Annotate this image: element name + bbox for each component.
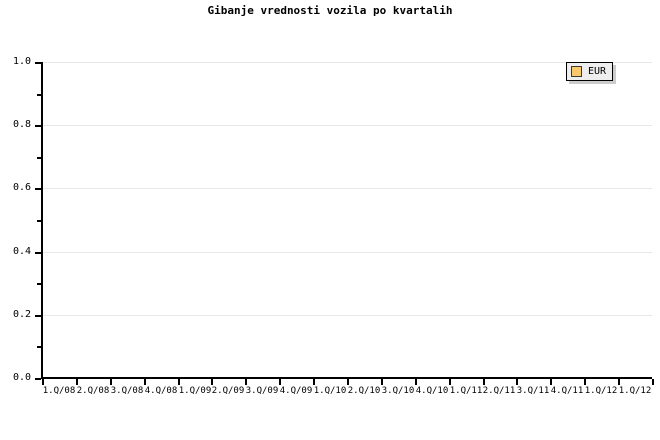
y-axis-tick bbox=[35, 252, 41, 254]
x-axis-label: 1.Q/11 bbox=[449, 386, 483, 396]
x-axis-line bbox=[41, 377, 652, 379]
x-axis-label: 1.Q/09 bbox=[178, 386, 212, 396]
x-axis-label: 4.Q/10 bbox=[415, 386, 449, 396]
x-axis-tick bbox=[110, 379, 112, 385]
x-axis-tick bbox=[144, 379, 146, 385]
x-axis-label: 4.Q/09 bbox=[279, 386, 313, 396]
x-axis-tick bbox=[381, 379, 383, 385]
x-axis-label: 3.Q/10 bbox=[381, 386, 415, 396]
x-axis-label: 1.Q/12 bbox=[618, 386, 652, 396]
y-axis-tick bbox=[35, 315, 41, 317]
x-axis-label: 1.Q/10 bbox=[313, 386, 347, 396]
y-axis-label: 0.0 bbox=[12, 372, 31, 383]
gridline bbox=[42, 188, 652, 189]
x-axis-label: 4.Q/11 bbox=[550, 386, 584, 396]
legend-swatch-eur-icon bbox=[571, 66, 582, 77]
x-axis-label: 2.Q/11 bbox=[482, 386, 516, 396]
x-axis-tick bbox=[652, 379, 654, 385]
x-axis-label: 3.Q/08 bbox=[110, 386, 144, 396]
y-axis-tick bbox=[35, 62, 41, 64]
y-axis-minor-tick bbox=[37, 94, 41, 96]
x-axis-label: 3.Q/09 bbox=[245, 386, 279, 396]
x-axis-tick bbox=[550, 379, 552, 385]
x-axis-tick bbox=[178, 379, 180, 385]
x-axis-label: 1.Q/12 bbox=[584, 386, 618, 396]
x-axis-tick bbox=[347, 379, 349, 385]
x-axis-tick bbox=[483, 379, 485, 385]
y-axis-label: 0.2 bbox=[12, 309, 31, 320]
x-axis-label: 1.Q/08 bbox=[42, 386, 76, 396]
chart-legend: EUR bbox=[566, 62, 614, 81]
x-axis-label: 2.Q/09 bbox=[211, 386, 245, 396]
x-axis-tick bbox=[76, 379, 78, 385]
x-axis-tick bbox=[313, 379, 315, 385]
y-axis-minor-tick bbox=[37, 283, 41, 285]
y-axis-tick bbox=[35, 378, 41, 380]
x-axis-tick bbox=[618, 379, 620, 385]
gridline bbox=[42, 252, 652, 253]
y-axis-label: 0.6 bbox=[12, 182, 31, 193]
chart-title: Gibanje vrednosti vozila po kvartalih bbox=[207, 4, 453, 17]
y-axis-label: 0.8 bbox=[12, 119, 31, 130]
gridline bbox=[42, 125, 652, 126]
y-axis-tick bbox=[35, 125, 41, 127]
y-axis-minor-tick bbox=[37, 346, 41, 348]
x-axis-label: 2.Q/08 bbox=[76, 386, 110, 396]
x-axis-tick bbox=[245, 379, 247, 385]
x-axis-label: 2.Q/10 bbox=[347, 386, 381, 396]
y-axis-minor-tick bbox=[37, 157, 41, 159]
y-axis-line bbox=[41, 62, 43, 379]
y-axis-label: 1.0 bbox=[12, 56, 31, 67]
gridline bbox=[42, 315, 652, 316]
gridline bbox=[42, 62, 652, 63]
legend-label-eur: EUR bbox=[588, 66, 607, 77]
x-axis-tick bbox=[211, 379, 213, 385]
y-axis-minor-tick bbox=[37, 220, 41, 222]
x-axis-tick bbox=[516, 379, 518, 385]
x-axis-tick bbox=[449, 379, 451, 385]
x-axis-label: 4.Q/08 bbox=[144, 386, 178, 396]
x-axis-tick bbox=[415, 379, 417, 385]
x-axis-tick bbox=[279, 379, 281, 385]
x-axis-label: 3.Q/11 bbox=[516, 386, 550, 396]
y-axis-tick bbox=[35, 188, 41, 190]
x-axis-tick bbox=[42, 379, 44, 385]
x-axis-tick bbox=[584, 379, 586, 385]
y-axis-label: 0.4 bbox=[12, 246, 31, 257]
plot-area bbox=[42, 62, 652, 378]
